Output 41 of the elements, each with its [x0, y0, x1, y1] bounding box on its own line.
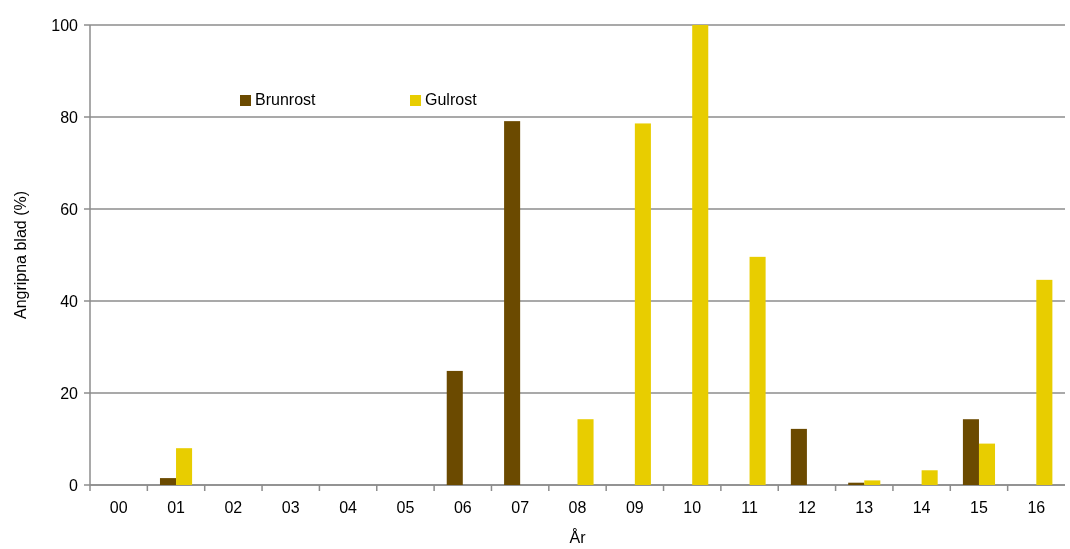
bar: [790, 428, 807, 485]
bar: [962, 419, 979, 485]
x-tick-label: 08: [568, 499, 587, 516]
bar: [159, 478, 177, 485]
bar: [978, 443, 996, 485]
x-tick-label: 07: [511, 499, 530, 516]
bar: [921, 470, 938, 485]
y-tick-label: 100: [51, 16, 79, 34]
bar: [577, 419, 594, 485]
bar: [446, 370, 463, 485]
x-tick-label: 14: [912, 499, 931, 516]
x-tick-label: 00: [109, 499, 128, 516]
y-tick-label: 60: [60, 200, 79, 218]
x-tick-label: 05: [396, 499, 415, 516]
bar: [1036, 279, 1053, 485]
x-tick-label: 06: [453, 499, 472, 516]
x-tick-label: 01: [167, 499, 186, 516]
bar: [749, 256, 766, 485]
bar: [692, 25, 709, 485]
y-tick-label: 0: [69, 476, 79, 494]
y-tick-label: 40: [60, 292, 79, 310]
x-tick-label: 10: [683, 499, 702, 516]
y-tick-label: 80: [60, 108, 79, 126]
legend-label: Brunrost: [255, 91, 317, 108]
x-tick-label: 09: [625, 499, 644, 516]
bar: [176, 448, 193, 485]
x-axis-title: År: [569, 528, 587, 546]
x-tick-label: 16: [1027, 499, 1046, 516]
legend-label: Gulrost: [425, 91, 478, 108]
x-tick-label: 15: [970, 499, 988, 516]
y-tick-label: 20: [60, 384, 79, 402]
bar: [634, 123, 651, 485]
bar: [864, 480, 881, 485]
x-tick-label: 11: [741, 499, 758, 516]
x-tick-label: 13: [855, 499, 874, 516]
x-tick-label: 12: [798, 499, 816, 516]
x-tick-label: 02: [224, 499, 243, 516]
bar: [504, 121, 521, 485]
x-tick-label: 04: [339, 499, 358, 516]
x-tick-label: 03: [281, 499, 300, 516]
y-axis-title: Angripna blad (%): [12, 190, 29, 320]
